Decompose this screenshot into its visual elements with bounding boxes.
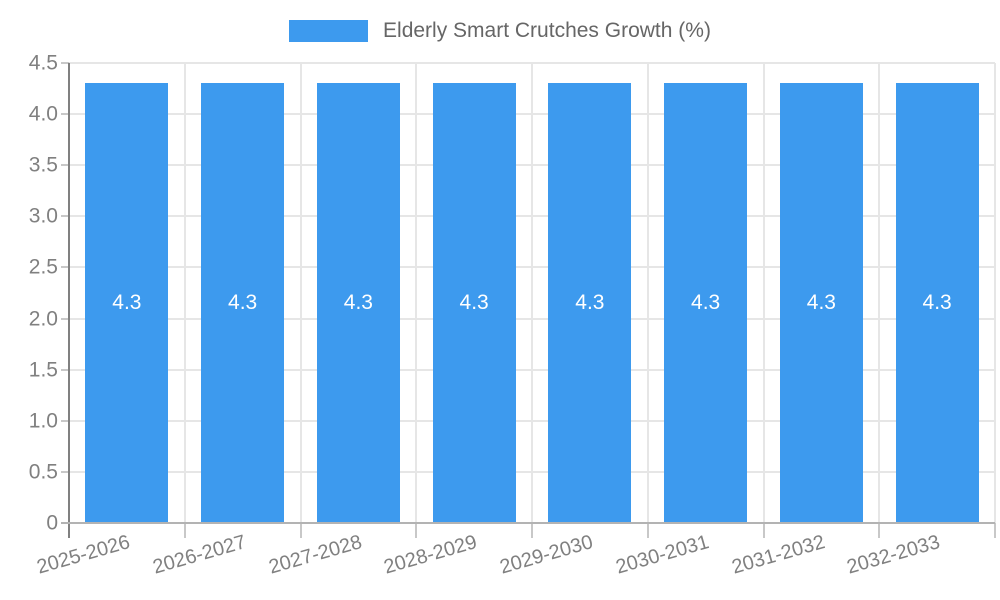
bar[interactable]: 4.3	[895, 83, 979, 523]
x-tick-mark	[531, 523, 533, 538]
y-tick-label: 1.5	[28, 358, 58, 382]
x-gridline	[183, 63, 186, 523]
y-tick-mark	[61, 164, 69, 167]
x-tick-label: 2031-2032	[729, 531, 828, 579]
bar-value-label: 4.3	[459, 291, 489, 315]
x-tick-label: 2028-2029	[381, 531, 480, 579]
x-gridline	[415, 63, 418, 523]
x-tick-label: 2026-2027	[150, 531, 249, 579]
x-tick-mark	[762, 523, 765, 538]
y-tick-label: 4.0	[28, 102, 58, 126]
y-tick-mark	[61, 368, 69, 371]
bar-value-label: 4.3	[691, 291, 721, 315]
bar-value-label: 4.3	[575, 291, 605, 315]
y-tick-label: 3.0	[28, 204, 58, 228]
y-tick-label: 2.5	[28, 255, 58, 279]
y-tick-label: 0.5	[28, 460, 58, 484]
y-tick-mark	[61, 266, 69, 269]
y-tick-label: 0	[46, 511, 58, 535]
x-gridline	[299, 63, 302, 523]
bar[interactable]: 4.3	[779, 83, 863, 523]
legend: Elderly Smart Crutches Growth (%)	[0, 19, 1000, 43]
y-tick-label: 2.0	[28, 307, 58, 331]
bar[interactable]: 4.3	[664, 83, 748, 523]
x-gridline	[762, 63, 765, 523]
x-axis-line	[61, 522, 995, 524]
x-tick-mark	[299, 523, 302, 538]
y-tick-mark	[61, 470, 69, 473]
x-tick-label: 2032-2033	[844, 531, 943, 579]
x-gridline	[646, 63, 649, 523]
x-tick-label: 2029-2030	[497, 531, 596, 579]
x-tick-label: 2030-2031	[613, 531, 712, 579]
x-tick-mark	[878, 523, 881, 538]
y-tick-label: 4.5	[28, 51, 58, 75]
legend-swatch[interactable]	[289, 20, 369, 42]
bar[interactable]: 4.3	[432, 83, 516, 523]
bar-value-label: 4.3	[228, 291, 258, 315]
y-tick-mark	[61, 215, 69, 218]
y-axis-line	[68, 63, 70, 538]
bar[interactable]: 4.3	[548, 83, 632, 523]
bar-value-label: 4.3	[806, 291, 836, 315]
legend-label[interactable]: Elderly Smart Crutches Growth (%)	[383, 19, 711, 42]
y-tick-mark	[61, 62, 69, 64]
bar[interactable]: 4.3	[316, 83, 400, 523]
x-tick-mark	[183, 523, 186, 538]
y-tick-mark	[61, 317, 69, 320]
bar-value-label: 4.3	[343, 291, 373, 315]
bar[interactable]: 4.3	[85, 83, 169, 523]
x-tick-label: 2027-2028	[266, 531, 365, 579]
bar-value-label: 4.3	[922, 291, 952, 315]
y-tick-label: 3.5	[28, 153, 58, 177]
bar[interactable]: 4.3	[201, 83, 285, 523]
x-tick-mark	[646, 523, 649, 538]
x-gridline	[878, 63, 881, 523]
x-tick-mark	[415, 523, 418, 538]
y-tick-mark	[61, 113, 69, 116]
x-gridline	[994, 63, 996, 523]
x-tick-label: 2025-2026	[34, 531, 133, 579]
y-tick-mark	[61, 419, 69, 422]
bar-value-label: 4.3	[112, 291, 142, 315]
y-tick-label: 1.0	[28, 409, 58, 433]
x-tick-mark	[994, 523, 996, 538]
x-gridline	[531, 63, 533, 523]
